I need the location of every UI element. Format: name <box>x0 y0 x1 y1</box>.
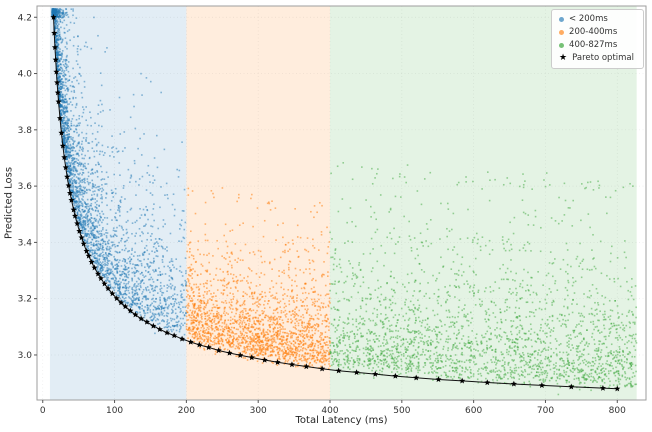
dot-icon <box>559 43 565 48</box>
dot-icon <box>559 30 565 35</box>
legend-item-label: 400-827ms <box>569 40 618 50</box>
star-icon: ★ <box>559 53 568 63</box>
legend-item: ★ Pareto optimal <box>559 53 634 64</box>
x-axis-title: Total Latency (ms) <box>295 415 388 426</box>
legend-item-label: < 200ms <box>569 14 608 24</box>
legend-item: 200-400ms <box>559 27 634 38</box>
legend-item: 400-827ms <box>559 40 634 51</box>
legend: < 200ms 200-400ms 400-827ms ★ Pareto optimal <box>551 9 644 69</box>
legend-item-label: Pareto optimal <box>572 53 634 63</box>
dot-icon <box>559 17 565 22</box>
legend-item: < 200ms <box>559 14 634 25</box>
y-axis-title: Predicted Loss <box>3 166 15 240</box>
legend-item-label: 200-400ms <box>569 27 618 37</box>
